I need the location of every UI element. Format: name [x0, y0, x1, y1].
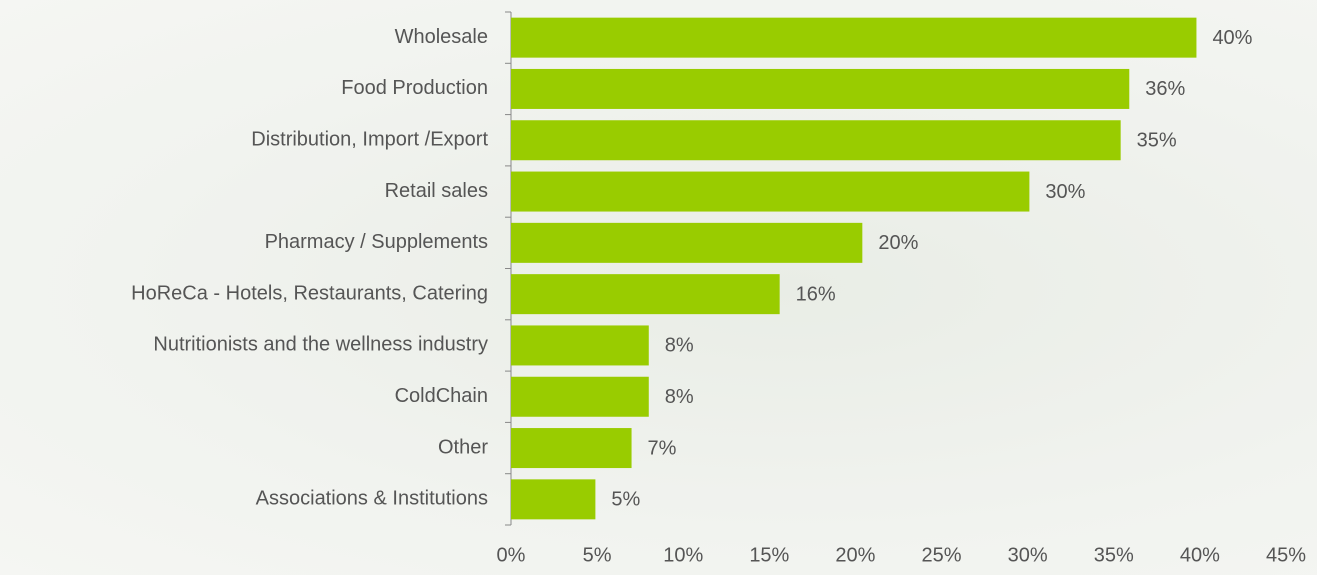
- bar: [511, 120, 1121, 161]
- y-tick-label: HoReCa - Hotels, Restaurants, Catering: [131, 282, 488, 304]
- bar: [511, 428, 632, 469]
- x-tick-label: 0%: [497, 544, 526, 566]
- value-label: 20%: [878, 232, 918, 254]
- bar: [511, 274, 780, 315]
- x-tick-label: 10%: [663, 544, 703, 566]
- y-tick-label: Distribution, Import /Export: [251, 129, 488, 151]
- value-label: 5%: [611, 489, 640, 511]
- x-tick-label: 45%: [1266, 544, 1306, 566]
- bar: [511, 325, 649, 366]
- bar: [511, 171, 1030, 212]
- x-tick-label: 5%: [583, 544, 612, 566]
- value-label: 7%: [648, 437, 677, 459]
- value-label: 36%: [1145, 78, 1185, 100]
- x-tick-label: 30%: [1008, 544, 1048, 566]
- value-label: 30%: [1045, 181, 1085, 203]
- x-tick-label: 20%: [835, 544, 875, 566]
- value-label: 8%: [665, 386, 694, 408]
- bar: [511, 222, 863, 263]
- value-label: 35%: [1137, 130, 1177, 152]
- y-tick-label: Associations & Institutions: [256, 488, 488, 510]
- x-tick-label: 25%: [922, 544, 962, 566]
- x-tick-label: 15%: [749, 544, 789, 566]
- y-tick-label: Other: [438, 436, 488, 458]
- bar: [511, 17, 1197, 58]
- y-tick-label: Pharmacy / Supplements: [265, 231, 488, 253]
- y-tick-label: Nutritionists and the wellness industry: [153, 334, 488, 356]
- value-label: 8%: [665, 335, 694, 357]
- y-tick-label: Food Production: [341, 77, 488, 99]
- x-tick-label: 35%: [1094, 544, 1134, 566]
- bar: [511, 68, 1130, 109]
- y-tick-label: Wholesale: [395, 26, 488, 48]
- value-label: 40%: [1212, 27, 1252, 49]
- bar: [511, 376, 649, 417]
- bar: [511, 479, 596, 520]
- y-tick-label: ColdChain: [395, 385, 488, 407]
- x-tick-label: 40%: [1180, 544, 1220, 566]
- value-label: 16%: [796, 283, 836, 305]
- y-tick-label: Retail sales: [385, 180, 488, 202]
